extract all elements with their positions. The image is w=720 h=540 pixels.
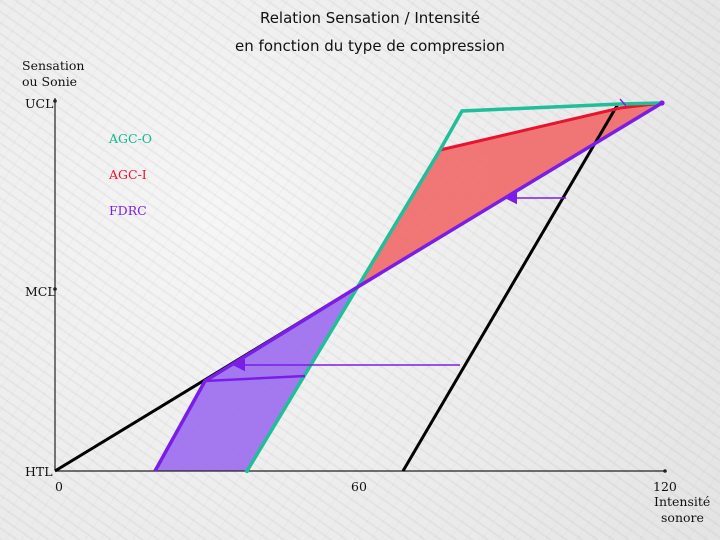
- y-tick-mcl: MCL: [25, 284, 56, 299]
- end-point-ucl: [659, 100, 665, 106]
- chart-title-line-2: en fonction du type de compression: [235, 37, 505, 55]
- axis-dot-mcl: [53, 287, 57, 291]
- x-tick-120: 120: [653, 479, 677, 494]
- agc-o-curve: [245, 101, 663, 472]
- fdrc-inner-line: [204, 374, 306, 383]
- linear-shifted-line: [401, 103, 620, 472]
- axis-dot-ucl: [53, 99, 57, 103]
- legend-agc-i: AGC-I: [109, 167, 147, 182]
- agc-shift-arrow-top: [619, 98, 627, 107]
- x-axis-label-line-2: sonore: [661, 510, 704, 525]
- x-tick-0: 0: [55, 479, 63, 494]
- x-axis-label-line-1: Intensité: [654, 494, 711, 509]
- legend-agc-o: AGC-O: [109, 131, 153, 146]
- x-tick-60: 60: [351, 479, 367, 494]
- chart-title-line-1: Relation Sensation / Intensité: [259, 9, 481, 27]
- y-axis-label-line-1: Sensation: [22, 58, 85, 73]
- axis-dot-120: [663, 469, 667, 473]
- y-axis-label-line-2: ou Sonie: [22, 74, 78, 89]
- legend-fdrc: FDRC: [109, 203, 147, 218]
- agc-o-start-point: [244, 468, 250, 474]
- y-tick-htl: HTL: [25, 464, 53, 479]
- fdrc-left-boundary: [153, 380, 207, 472]
- y-tick-ucl: UCL: [25, 96, 54, 111]
